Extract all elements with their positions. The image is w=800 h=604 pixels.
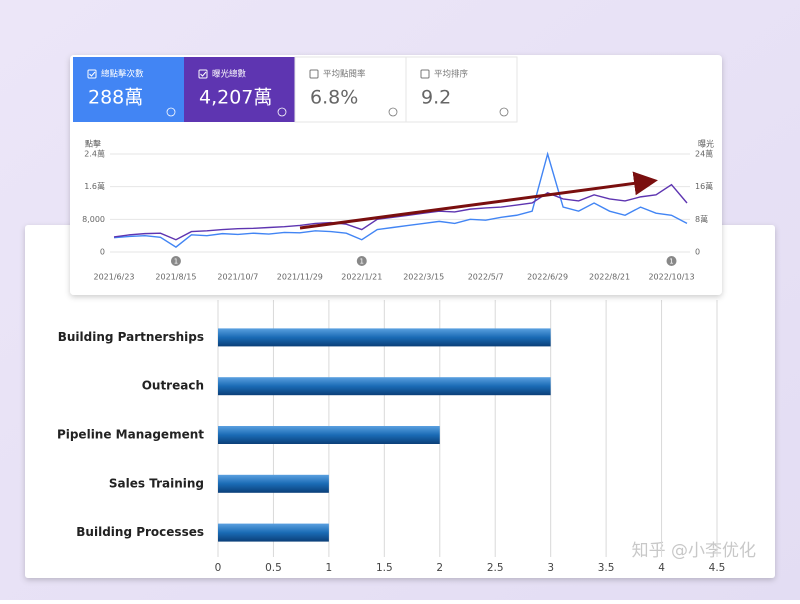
bar bbox=[218, 328, 551, 347]
x-tick-label: 0 bbox=[215, 562, 222, 574]
y-tick-label: 1.6萬 bbox=[84, 181, 105, 191]
help-icon bbox=[388, 107, 398, 117]
series-line bbox=[113, 183, 688, 241]
bar bbox=[218, 523, 329, 542]
metric-label: 平均點閱率 bbox=[323, 69, 366, 80]
help-icon bbox=[277, 107, 287, 117]
x-tick-label: 2.5 bbox=[487, 562, 504, 574]
checkbox bbox=[420, 69, 430, 79]
y2-tick-label: 16萬 bbox=[695, 181, 713, 191]
x-tick-label: 2021/6/23 bbox=[93, 273, 134, 282]
annotation-marker bbox=[666, 256, 677, 266]
y-tick-label: 2.4萬 bbox=[84, 149, 105, 159]
x-tick-label: 2022/5/7 bbox=[468, 273, 504, 282]
y2-axis-title: 曝光 bbox=[698, 139, 714, 149]
y2-tick-label: 24萬 bbox=[695, 149, 713, 159]
x-tick-label: 2021/8/15 bbox=[155, 273, 196, 282]
x-tick-label: 3 bbox=[547, 562, 554, 574]
annotation-marker bbox=[170, 256, 181, 266]
checkbox bbox=[309, 69, 319, 79]
y2-tick-label: 8萬 bbox=[695, 214, 708, 224]
trend-arrow bbox=[299, 171, 658, 230]
series-line bbox=[113, 151, 688, 248]
metric-value: 6.8% bbox=[310, 87, 358, 109]
help-icon bbox=[166, 107, 176, 117]
check bbox=[200, 71, 207, 77]
bar bbox=[218, 377, 551, 396]
check bbox=[89, 71, 96, 77]
bar bbox=[218, 426, 440, 444]
annotation-marker bbox=[356, 256, 367, 266]
x-tick-label: 4 bbox=[658, 562, 665, 574]
x-tick-label: 1.5 bbox=[376, 562, 393, 574]
search-console-card: 點擊 曝光 總點擊次數 288萬 曝光總數 4,207萬 平均點閱率 6.8% 平均排序 9.… bbox=[70, 55, 722, 295]
watermark: 知乎 @小李优化 bbox=[632, 541, 756, 561]
y2-tick-label: 0 bbox=[695, 248, 700, 257]
y-tick-label: Pipeline Management bbox=[57, 428, 204, 442]
checkbox bbox=[87, 69, 97, 79]
x-tick-label: 2021/10/7 bbox=[217, 273, 258, 282]
x-tick-label: 3.5 bbox=[598, 562, 615, 574]
metric-tile[interactable] bbox=[73, 57, 184, 122]
x-tick-label: 4.5 bbox=[709, 562, 726, 574]
y-tick-label: 0 bbox=[100, 248, 105, 257]
y-tick-label: Sales Training bbox=[109, 476, 204, 490]
y-tick-label: 8,000 bbox=[82, 215, 105, 224]
bar bbox=[218, 474, 329, 493]
card bbox=[25, 225, 775, 578]
metric-label: 曝光總數 bbox=[212, 69, 247, 80]
x-tick-label: 2022/1/21 bbox=[341, 273, 382, 282]
annotation-label: 1 bbox=[174, 258, 178, 266]
metric-value: 4,207萬 bbox=[199, 87, 272, 109]
y-tick-label: Building Processes bbox=[76, 525, 204, 539]
x-tick-label: 2022/8/21 bbox=[589, 273, 630, 282]
x-tick-label: 1 bbox=[326, 562, 333, 574]
y-axis-title: 點擊 bbox=[85, 139, 101, 149]
metric-tile[interactable] bbox=[184, 57, 295, 122]
annotation-label: 1 bbox=[360, 258, 364, 266]
x-tick-label: 2021/11/29 bbox=[277, 273, 323, 282]
metric-label: 平均排序 bbox=[434, 69, 469, 80]
x-tick-label: 2022/3/15 bbox=[403, 273, 444, 282]
x-tick-label: 2 bbox=[436, 562, 443, 574]
metric-tile[interactable] bbox=[294, 56, 407, 123]
metric-label: 總點擊次數 bbox=[101, 69, 144, 80]
checkbox bbox=[198, 69, 208, 79]
bar-chart-card: 知乎 @小李优化 0 0.5 1 1.5 2 2.5 3 3.5 4 4.5 Building Pa… bbox=[25, 225, 775, 578]
y-tick-label: Outreach bbox=[142, 379, 204, 393]
y-tick-label: Building Partnerships bbox=[58, 330, 204, 344]
x-tick-label: 2022/10/13 bbox=[648, 273, 694, 282]
annotation-label: 1 bbox=[669, 258, 673, 266]
help-icon bbox=[499, 107, 509, 117]
metric-value: 9.2 bbox=[421, 87, 451, 109]
metric-tile[interactable] bbox=[405, 56, 518, 123]
x-tick-label: 0.5 bbox=[265, 562, 282, 574]
metric-value: 288萬 bbox=[88, 87, 143, 109]
x-tick-label: 2022/6/29 bbox=[527, 273, 568, 282]
